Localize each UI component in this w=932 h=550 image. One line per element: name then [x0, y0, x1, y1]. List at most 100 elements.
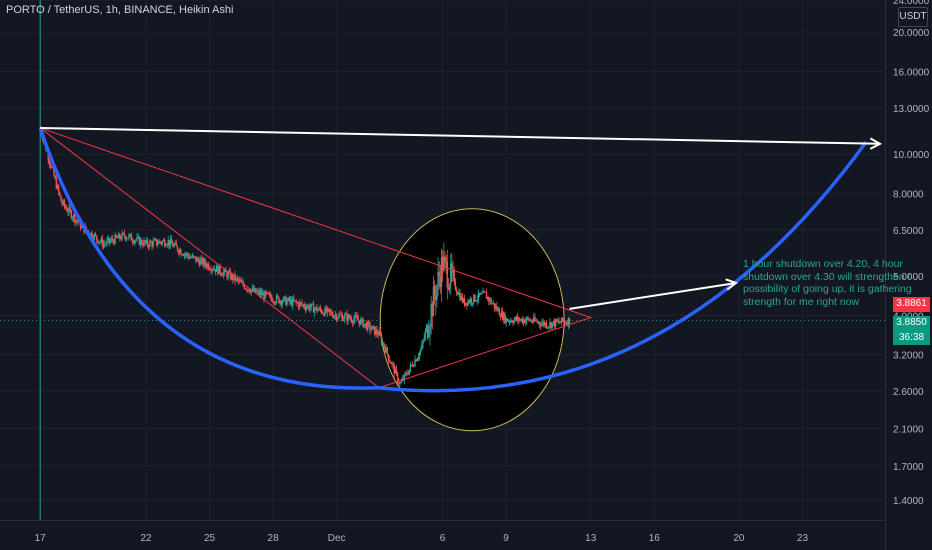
candle-body	[297, 302, 300, 308]
candle-body	[232, 274, 234, 280]
candle-body	[528, 318, 530, 321]
candle-body	[397, 372, 399, 382]
candle-body	[536, 320, 538, 323]
candle-body	[160, 242, 162, 244]
triangle-pattern	[39, 127, 593, 389]
candle-body	[209, 268, 211, 270]
candle-body	[69, 207, 71, 211]
candle-body	[312, 303, 315, 313]
candle-body	[489, 298, 491, 302]
candle-body	[368, 322, 370, 324]
annotation-line: shutdown over 4.30 will strengthen t	[743, 270, 911, 283]
candle-body	[317, 309, 319, 312]
candle-body	[558, 320, 560, 323]
candle-body	[347, 314, 349, 322]
candle-body	[122, 232, 124, 234]
candle-body	[226, 272, 228, 278]
candle-body	[270, 294, 272, 298]
candle-body	[132, 241, 135, 244]
candle-body	[422, 340, 424, 344]
candle-body	[255, 288, 257, 293]
candle-body	[378, 330, 380, 336]
symbol-title[interactable]: PORTO / TetherUS, 1h, BINANCE, Heikin As…	[6, 4, 234, 16]
candle-body	[298, 302, 301, 308]
candle-body	[189, 257, 191, 259]
candle-body	[241, 281, 243, 283]
candle-body	[319, 307, 322, 310]
candle-body	[154, 239, 157, 241]
candle-body	[303, 304, 305, 308]
candle-body	[114, 235, 116, 244]
candle-body	[470, 298, 473, 304]
candle-body	[139, 239, 142, 245]
x-axis[interactable]: 17 22 25 28 Dec 6 9 13 16 20 23	[35, 533, 809, 544]
highlight-ellipse	[379, 208, 565, 432]
candle-body	[486, 297, 489, 300]
candle-body	[204, 259, 206, 265]
candle-body	[491, 303, 493, 305]
candle-body	[495, 305, 497, 309]
candle-body	[174, 242, 176, 245]
candle-body	[168, 240, 171, 246]
candle-body	[462, 298, 465, 303]
candle-body	[90, 232, 92, 237]
candle-body	[123, 233, 126, 237]
candle-body	[259, 291, 262, 295]
candle-body	[468, 300, 470, 303]
y-tick-label: 24.0000	[893, 0, 930, 7]
candle-body	[377, 333, 379, 336]
candle-body	[541, 323, 543, 327]
candle-body	[282, 297, 285, 302]
candle-body	[452, 269, 454, 273]
candle-body	[94, 234, 97, 236]
candle-body	[478, 292, 481, 295]
candle-body	[373, 326, 376, 335]
candle-body	[510, 320, 512, 322]
candle-body	[387, 354, 390, 361]
candle-body	[391, 363, 393, 365]
candle-body	[202, 258, 204, 266]
candle-body	[348, 314, 350, 319]
candle-body	[405, 372, 407, 374]
candle-body	[162, 240, 165, 242]
candle-body	[543, 321, 545, 326]
candle-body	[57, 185, 60, 192]
candle-body	[181, 254, 183, 256]
candle-body	[200, 258, 203, 260]
candle-body	[97, 239, 99, 244]
candle-body	[286, 300, 288, 305]
candle-body	[252, 287, 255, 292]
candle-body	[236, 277, 239, 279]
candle-body	[128, 234, 130, 239]
candle-body	[557, 320, 559, 322]
candle-body	[205, 264, 207, 268]
candle-body	[506, 318, 508, 322]
candle-body	[530, 320, 533, 322]
candle-body	[499, 315, 502, 318]
candle-body	[507, 320, 510, 322]
candle-body	[527, 317, 529, 319]
candle-body	[243, 284, 246, 289]
currency-button[interactable]: USDT	[898, 7, 928, 27]
candle-body	[352, 321, 354, 323]
candle-body	[355, 315, 357, 317]
annotation-text[interactable]: 1 hour shutdown over 4.20, 4 hour shutdo…	[743, 258, 912, 308]
candle-body	[292, 298, 294, 306]
candle-body	[409, 364, 412, 370]
x-tick-label: 23	[797, 533, 809, 544]
candle-body	[273, 301, 275, 304]
candle-body	[431, 303, 434, 317]
candle-body	[260, 291, 263, 296]
candles	[39, 125, 571, 387]
candle-body	[371, 326, 374, 330]
candle-body	[70, 210, 73, 219]
candle-body	[406, 372, 408, 375]
candle-body	[159, 241, 161, 243]
candle-body	[555, 319, 557, 327]
candle-body	[445, 257, 447, 262]
candle-body	[505, 318, 507, 323]
y-axis[interactable]: 24.0000 20.0000 16.0000 13.0000 10.0000 8.000…	[893, 0, 930, 507]
last-price-tag: 3.8861	[893, 297, 930, 312]
candle-body	[385, 347, 387, 353]
